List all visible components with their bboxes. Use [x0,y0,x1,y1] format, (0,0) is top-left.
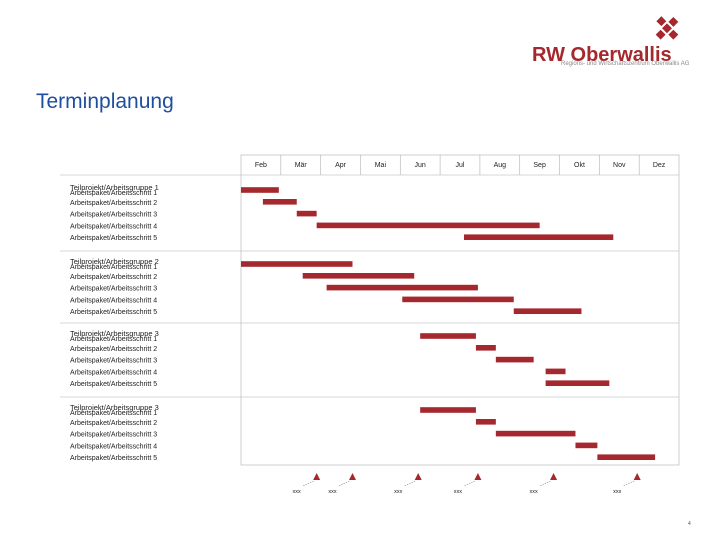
month-label: Jul [456,162,465,169]
task-label: Arbeitspaket/Arbeitsschritt 1 [70,190,157,197]
task-label: Arbeitspaket/Arbeitsschritt 2 [70,274,157,281]
task-label: Arbeitspaket/Arbeitsschritt 1 [70,264,157,271]
gantt-bar [302,273,415,279]
month-label: Okt [574,162,585,169]
gantt-bar [241,187,279,193]
task-label: Arbeitspaket/Arbeitsschritt 3 [70,358,157,365]
milestone-label: xxx [328,489,337,495]
gantt-bar [545,368,566,375]
task-label: Arbeitspaket/Arbeitsschritt 2 [70,346,157,353]
group-label: Teilprojekt/Arbeitsgruppe 3 [70,403,159,412]
task-label: Arbeitspaket/Arbeitsschritt 4 [70,369,157,376]
milestone-label: xxx [529,489,538,495]
gantt-bar [402,296,514,303]
month-label: Feb [255,162,267,169]
task-label: Arbeitspaket/Arbeitsschritt 5 [70,455,157,462]
task-label: Arbeitspaket/Arbeitsschritt 5 [70,309,157,316]
gantt-bar [262,199,297,205]
task-label: Arbeitspaket/Arbeitsschritt 2 [70,420,157,427]
gantt-bar [597,454,656,460]
page-number: 4 [688,521,691,527]
gantt-bar [495,356,534,363]
task-label: Arbeitspaket/Arbeitsschritt 4 [70,223,157,230]
logo-mark-icon [655,16,679,40]
gantt-bar [545,380,610,386]
month-label: Mai [375,162,387,169]
gantt-bar [241,261,353,267]
gantt-bar [420,333,476,339]
task-label: Arbeitspaket/Arbeitsschritt 4 [70,443,157,450]
task-label: Arbeitspaket/Arbeitsschritt 5 [70,235,157,242]
gantt-bar [316,222,540,229]
gantt-bar [513,308,582,314]
milestone-marker [414,473,422,480]
milestone-marker [348,473,356,480]
task-label: Arbeitspaket/Arbeitsschritt 3 [70,286,157,293]
chart-frame [240,154,680,466]
milestone-leader [338,480,350,487]
gantt-bar [463,234,614,240]
gantt-bar [296,210,317,217]
milestone-leader [623,480,635,487]
group-label: Teilprojekt/Arbeitsgruppe 3 [70,329,159,338]
milestone-marker [313,473,321,480]
month-label: Dez [653,162,666,169]
month-label: Apr [335,162,347,169]
milestone-leader [463,480,476,487]
milestone-marker [633,473,641,480]
milestone-marker [474,473,482,480]
milestone-label: xxx [454,489,463,495]
milestone-label: xxx [394,489,403,495]
task-label: Arbeitspaket/Arbeitsschritt 3 [70,212,157,219]
gantt-bar [475,345,496,351]
page-title: Terminplanung [36,90,174,113]
month-label: Mär [295,162,308,169]
gantt-bar [326,284,478,291]
gantt-bar [420,407,476,413]
month-label: Nov [613,162,626,169]
group-label: Teilprojekt/Arbeitsgruppe 1 [70,183,159,192]
month-label: Aug [494,162,507,169]
task-label: Arbeitspaket/Arbeitsschritt 1 [70,336,157,343]
company-logo [655,16,679,40]
task-label: Arbeitspaket/Arbeitsschritt 5 [70,381,157,388]
month-label: Sep [533,162,546,169]
task-label: Arbeitspaket/Arbeitsschritt 1 [70,410,157,417]
gantt-bar [475,419,496,425]
milestone-leader [539,480,551,487]
group-label: Teilprojekt/Arbeitsgruppe 2 [70,257,159,266]
logo-name: RW Oberwallis [532,44,672,66]
milestone-leader [404,480,416,487]
month-label: Jun [415,162,426,169]
milestone-marker [550,473,558,480]
task-label: Arbeitspaket/Arbeitsschritt 2 [70,200,157,207]
milestone-label: xxx [613,489,622,495]
gantt-bar [495,430,576,437]
task-label: Arbeitspaket/Arbeitsschritt 4 [70,297,157,304]
milestone-label: xxx [293,489,302,495]
task-label: Arbeitspaket/Arbeitsschritt 3 [70,432,157,439]
logo-tagline: Regions- und Wirtschaftszentrum Oberwall… [561,61,690,67]
gantt-bar [575,442,598,449]
milestone-leader [302,480,314,487]
